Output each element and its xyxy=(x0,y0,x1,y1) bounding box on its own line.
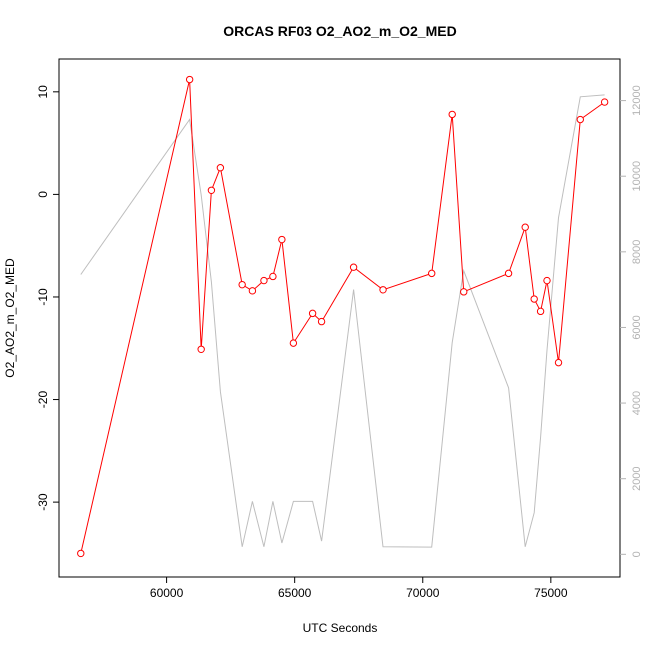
y-tick-label: -30 xyxy=(36,493,50,511)
x-tick-label: 70000 xyxy=(406,586,440,600)
data-point xyxy=(308,309,317,318)
data-point xyxy=(269,272,277,281)
data-point xyxy=(576,115,584,124)
plot-frame xyxy=(58,58,621,578)
y2-tick-label: 6000 xyxy=(631,315,643,339)
data-point xyxy=(238,280,246,289)
axes-layer: 60000 65000 70000 75000 -30 -20 -10 0 10 0 2000 400… xyxy=(36,85,643,600)
data-point xyxy=(600,98,609,106)
y-tick-label: -10 xyxy=(36,288,50,306)
y-tick-label: 10 xyxy=(36,85,50,99)
data-point xyxy=(185,75,194,84)
data-point xyxy=(530,295,538,303)
data-point xyxy=(428,269,436,278)
series-line-right-axis xyxy=(80,94,605,548)
data-point xyxy=(248,287,257,295)
data-point xyxy=(460,288,468,296)
data-point xyxy=(77,549,85,558)
series-layer xyxy=(77,75,609,558)
data-point xyxy=(521,223,529,231)
x-axis-label: UTC Seconds xyxy=(303,621,378,635)
y2-tick-label: 0 xyxy=(631,551,643,557)
y2-tick-label: 8000 xyxy=(631,240,643,264)
data-point xyxy=(504,269,513,278)
data-point xyxy=(216,164,225,172)
data-point xyxy=(379,286,387,294)
data-point xyxy=(289,339,298,347)
data-point xyxy=(554,358,563,367)
y-tick-label: -20 xyxy=(36,391,50,409)
data-point xyxy=(317,317,326,326)
series-line-left-axis xyxy=(80,79,605,554)
data-point xyxy=(207,186,216,194)
data-point xyxy=(543,276,551,285)
y2-tick-label: 10000 xyxy=(631,161,643,192)
data-point xyxy=(278,235,286,244)
chart-title: ORCAS RF03 O2_AO2_m_O2_MED xyxy=(223,23,456,39)
y2-tick-label: 12000 xyxy=(631,85,643,116)
data-point xyxy=(448,110,456,119)
x-tick-label: 75000 xyxy=(534,586,568,600)
y-axis-label: O2_AO2_m_O2_MED xyxy=(3,258,17,378)
y2-tick-label: 4000 xyxy=(631,391,643,415)
x-tick-label: 60000 xyxy=(150,586,184,600)
data-point xyxy=(260,276,268,285)
y2-tick-label: 2000 xyxy=(631,466,643,490)
y-tick-label: 0 xyxy=(36,191,50,198)
data-point xyxy=(536,307,545,316)
data-point xyxy=(349,263,358,271)
data-point xyxy=(197,345,205,353)
x-tick-label: 65000 xyxy=(278,586,312,600)
